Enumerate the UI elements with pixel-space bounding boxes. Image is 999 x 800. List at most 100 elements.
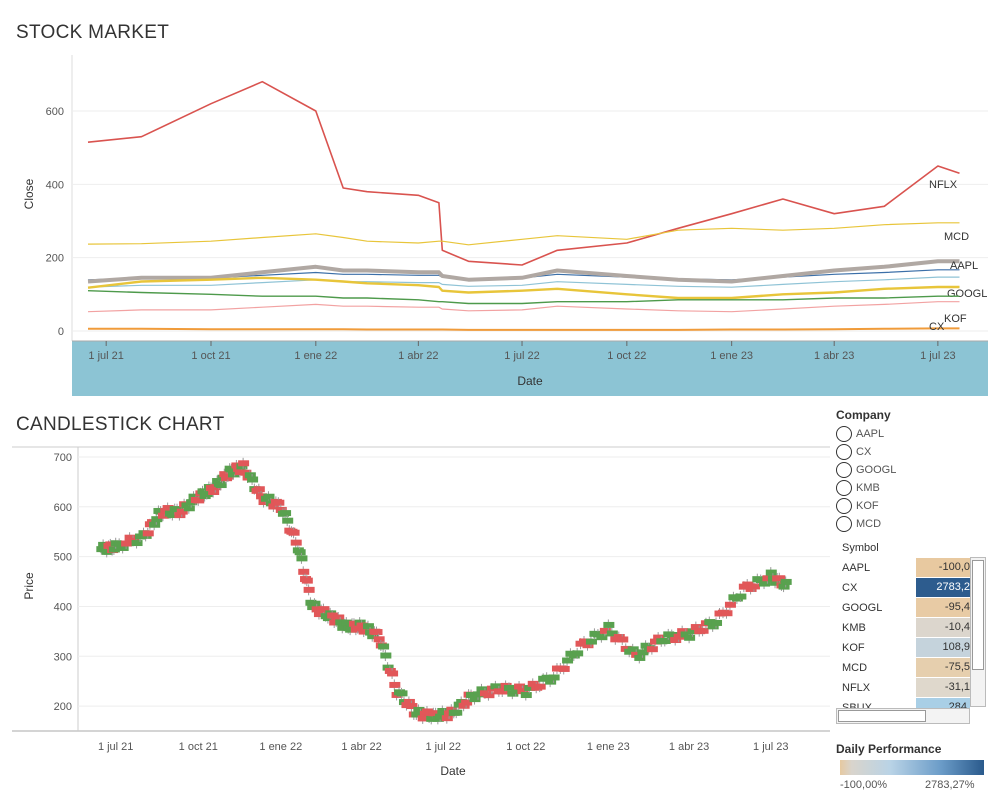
candle-body[interactable] [124,534,136,541]
candle-body[interactable] [562,657,574,664]
candle-body[interactable] [637,649,649,656]
radio-icon[interactable] [836,480,852,496]
candle-body[interactable] [503,684,515,691]
candle-body[interactable] [362,623,374,630]
scrollbar-thumb[interactable] [972,560,984,670]
candle-body[interactable] [596,634,608,641]
candle-body[interactable] [273,499,285,506]
candle-body[interactable] [348,620,360,627]
series-line-aapl[interactable] [87,259,960,284]
candle-body[interactable] [282,517,294,524]
candle-body[interactable] [183,505,195,512]
candle-body[interactable] [162,505,174,512]
candle-body[interactable] [228,471,240,478]
candle-body[interactable] [294,549,306,556]
candle-body[interactable] [627,646,639,653]
candle-body[interactable] [680,631,692,638]
candle-body[interactable] [697,627,709,634]
candle-body[interactable] [313,611,325,618]
candle-body[interactable] [421,708,433,715]
candle-body[interactable] [778,583,790,590]
candle-body[interactable] [585,638,597,645]
candle-body[interactable] [301,577,313,584]
candle-body[interactable] [437,707,449,714]
candle-body[interactable] [341,619,353,626]
candle-body[interactable] [157,512,169,519]
candle-body[interactable] [707,623,719,630]
candle-body[interactable] [666,632,678,638]
candle-body[interactable] [258,499,270,506]
candle-body[interactable] [774,575,786,582]
candle-body[interactable] [387,670,399,677]
candle-body[interactable] [514,683,526,690]
candle-body[interactable] [634,654,646,661]
company-option-kof[interactable]: KOF [836,497,879,515]
series-line-googl[interactable] [87,276,960,300]
candle-body[interactable] [403,698,415,705]
series-line-nflx[interactable] [87,80,960,266]
candle-body[interactable] [201,491,213,498]
series-line-kof[interactable] [87,290,960,305]
candle-body[interactable] [380,652,392,659]
candle-body[interactable] [275,506,287,513]
candle-body[interactable] [441,715,453,722]
candle-body[interactable] [541,674,553,681]
candle-body[interactable] [188,493,200,500]
candle-body[interactable] [603,621,615,628]
candle-body[interactable] [193,497,205,504]
candle-body[interactable] [215,482,227,489]
candle-body[interactable] [451,709,463,716]
candle-body[interactable] [389,681,401,688]
company-option-aapl[interactable]: AAPL [836,425,884,443]
candle-body[interactable] [497,688,509,695]
radio-icon[interactable] [836,444,852,460]
candle-body[interactable] [765,569,777,576]
table-row[interactable]: SBUX 284, [836,698,970,708]
candle-body[interactable] [417,715,429,722]
candle-body[interactable] [677,628,689,635]
candle-body[interactable] [687,628,699,635]
radio-icon[interactable] [836,462,852,478]
candle-body[interactable] [673,633,685,640]
candle-body[interactable] [117,545,129,551]
candle-body[interactable] [653,634,665,641]
candle-body[interactable] [253,486,265,493]
candle-body[interactable] [724,601,736,608]
candle-body[interactable] [582,642,594,649]
candle-body[interactable] [684,634,696,641]
candle-body[interactable] [149,521,161,528]
candle-body[interactable] [345,626,357,633]
candle-body[interactable] [476,686,488,693]
candle-body[interactable] [735,593,747,600]
candle-body[interactable] [755,577,767,584]
candle-body[interactable] [742,581,754,588]
candle-body[interactable] [142,530,154,537]
candle-body[interactable] [430,710,442,717]
candle-body[interactable] [327,612,339,619]
candle-body[interactable] [458,702,470,709]
table-row[interactable]: KOF 108,9 [836,638,970,658]
candle-body[interactable] [510,687,522,694]
candle-body[interactable] [337,624,349,631]
candle-body[interactable] [579,638,591,645]
radio-icon[interactable] [836,426,852,442]
candle-body[interactable] [174,512,186,519]
table-row[interactable]: CX 2783,2 [836,578,970,598]
candle-body[interactable] [406,703,418,710]
candle-body[interactable] [631,651,643,658]
candle-body[interactable] [121,540,133,547]
candle-body[interactable] [208,489,220,495]
candle-body[interactable] [296,555,308,562]
candle-body[interactable] [247,476,259,483]
company-option-mcd[interactable]: MCD [836,515,881,533]
candle-body[interactable] [167,512,179,519]
candle-body[interactable] [333,614,345,621]
candle-body[interactable] [396,690,408,697]
candle-body[interactable] [371,629,383,636]
candle-body[interactable] [378,643,390,650]
candle-body[interactable] [469,696,481,703]
table-row[interactable]: MCD -75,5 [836,658,970,678]
candle-body[interactable] [151,516,163,523]
candle-body[interactable] [650,638,662,645]
candle-body[interactable] [382,664,394,671]
